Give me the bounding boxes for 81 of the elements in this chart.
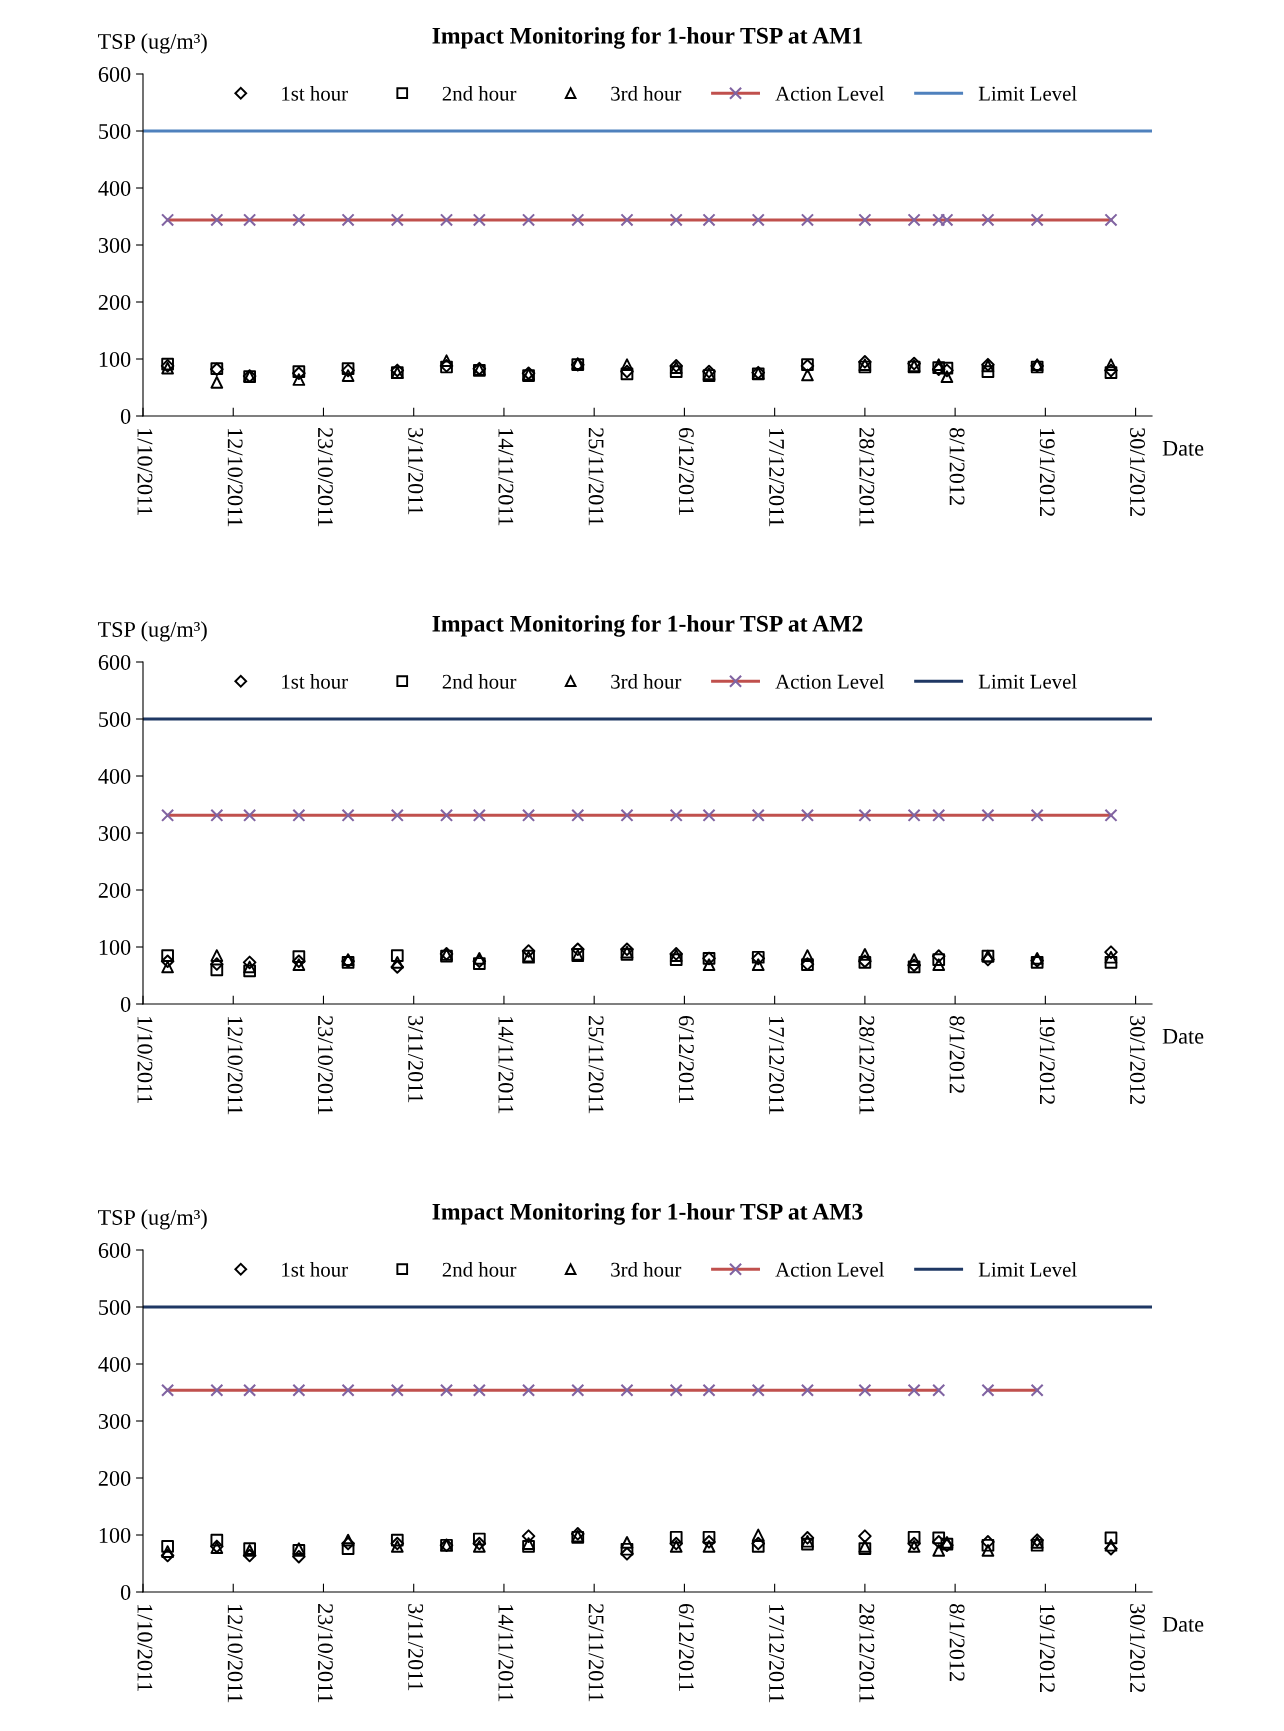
x-tick-label: 6/12/2011 bbox=[678, 1016, 694, 1104]
x-tick-label: 3/11/2011 bbox=[408, 1604, 424, 1691]
x-tick-label: 12/10/2011 bbox=[227, 1605, 243, 1703]
y-tick-label: 400 bbox=[98, 1356, 131, 1372]
x-tick-label: 25/11/2011 bbox=[588, 428, 604, 526]
x-tick-label: 1/10/2011 bbox=[137, 1605, 153, 1692]
y-tick-label: 400 bbox=[98, 180, 131, 196]
x-tick-label: 1/10/2011 bbox=[137, 1017, 153, 1104]
chart-title: Impact Monitoring for 1-hour TSP at AM3 bbox=[432, 1202, 863, 1225]
y-tick-label: 200 bbox=[98, 882, 131, 898]
y-tick-label: 0 bbox=[120, 408, 131, 424]
legend-label: Action Level bbox=[775, 1262, 885, 1277]
x-tick-label: 25/11/2011 bbox=[588, 1016, 604, 1114]
x-tick-label: 23/10/2011 bbox=[317, 428, 333, 527]
y-tick-label: 300 bbox=[98, 1413, 131, 1429]
x-tick-label: 8/1/2012 bbox=[949, 1015, 965, 1093]
x-tick-label: 6/12/2011 bbox=[678, 1604, 694, 1692]
legend-label: 2nd hour bbox=[442, 674, 517, 689]
x-tick-label: 19/1/2012 bbox=[1039, 1017, 1055, 1105]
x-tick-label: 17/12/2011 bbox=[769, 1605, 785, 1703]
x-tick-label: 30/1/2012 bbox=[1130, 428, 1146, 517]
y-tick-label: 500 bbox=[99, 1299, 131, 1315]
x-tick-label: 19/1/2012 bbox=[1039, 1605, 1055, 1693]
x-tick-label: 1/10/2011 bbox=[137, 429, 153, 516]
legend-label: 2nd hour bbox=[442, 1262, 517, 1277]
y-tick-label: 600 bbox=[98, 1242, 131, 1258]
legend-label: Limit Level bbox=[978, 1262, 1077, 1277]
x-tick-label: 19/1/2012 bbox=[1039, 429, 1055, 517]
y-tick-label: 100 bbox=[99, 939, 131, 955]
legend-label: 3rd hour bbox=[611, 86, 682, 101]
x-tick-label: 28/12/2011 bbox=[859, 1016, 875, 1115]
y-axis-title: TSP (ug/m³) bbox=[98, 33, 207, 54]
y-axis-title: TSP (ug/m³) bbox=[98, 1209, 207, 1230]
x-tick-label: 14/11/2011 bbox=[498, 429, 514, 526]
x-tick-label: 17/12/2011 bbox=[769, 429, 785, 527]
x-tick-label: 25/11/2011 bbox=[588, 1604, 604, 1702]
x-tick-label: 30/1/2012 bbox=[1130, 1016, 1146, 1105]
y-tick-label: 0 bbox=[120, 1584, 131, 1600]
y-tick-label: 100 bbox=[99, 1527, 131, 1543]
x-tick-label: 3/11/2011 bbox=[408, 428, 424, 515]
x-tick-label: 28/12/2011 bbox=[859, 1604, 875, 1703]
x-tick-label: 28/12/2011 bbox=[859, 428, 875, 527]
y-tick-label: 300 bbox=[98, 237, 131, 253]
x-tick-label: 8/1/2012 bbox=[949, 427, 965, 505]
x-tick-label: 3/11/2011 bbox=[408, 1016, 424, 1103]
y-tick-label: 200 bbox=[98, 294, 131, 310]
x-tick-label: 14/11/2011 bbox=[498, 1017, 514, 1114]
y-tick-label: 600 bbox=[98, 654, 131, 670]
legend-label: 3rd hour bbox=[611, 674, 682, 689]
y-tick-label: 0 bbox=[120, 996, 131, 1012]
y-tick-label: 200 bbox=[98, 1470, 131, 1486]
x-tick-label: 23/10/2011 bbox=[317, 1604, 333, 1703]
y-tick-label: 500 bbox=[99, 711, 131, 727]
legend-label: Action Level bbox=[775, 674, 885, 689]
x-tick-label: 8/1/2012 bbox=[949, 1603, 965, 1681]
y-tick-label: 100 bbox=[99, 351, 131, 367]
legend-label: 1st hour bbox=[282, 86, 348, 101]
y-tick-label: 400 bbox=[98, 768, 131, 784]
legend-label: 2nd hour bbox=[442, 86, 517, 101]
x-tick-label: 17/12/2011 bbox=[769, 1017, 785, 1115]
y-tick-label: 300 bbox=[98, 825, 131, 841]
legend-label: Limit Level bbox=[978, 86, 1077, 101]
x-tick-label: 12/10/2011 bbox=[227, 429, 243, 527]
x-tick-label: 6/12/2011 bbox=[678, 428, 694, 516]
y-axis-title: TSP (ug/m³) bbox=[98, 621, 207, 642]
legend-label: 1st hour bbox=[282, 1262, 348, 1277]
x-axis-title: Date bbox=[1162, 440, 1204, 456]
y-tick-label: 500 bbox=[99, 123, 131, 139]
legend-label: 1st hour bbox=[282, 674, 348, 689]
x-tick-label: 30/1/2012 bbox=[1130, 1604, 1146, 1693]
x-tick-label: 14/11/2011 bbox=[498, 1605, 514, 1702]
legend-label: Limit Level bbox=[978, 674, 1077, 689]
x-axis-title: Date bbox=[1162, 1028, 1204, 1044]
x-tick-label: 23/10/2011 bbox=[317, 1016, 333, 1115]
x-tick-label: 12/10/2011 bbox=[227, 1017, 243, 1115]
legend-label: Action Level bbox=[775, 86, 885, 101]
chart-title: Impact Monitoring for 1-hour TSP at AM2 bbox=[432, 614, 863, 637]
y-tick-label: 600 bbox=[98, 66, 131, 82]
chart-title: Impact Monitoring for 1-hour TSP at AM1 bbox=[432, 26, 863, 49]
x-axis-title: Date bbox=[1162, 1616, 1204, 1632]
legend-label: 3rd hour bbox=[611, 1262, 682, 1277]
